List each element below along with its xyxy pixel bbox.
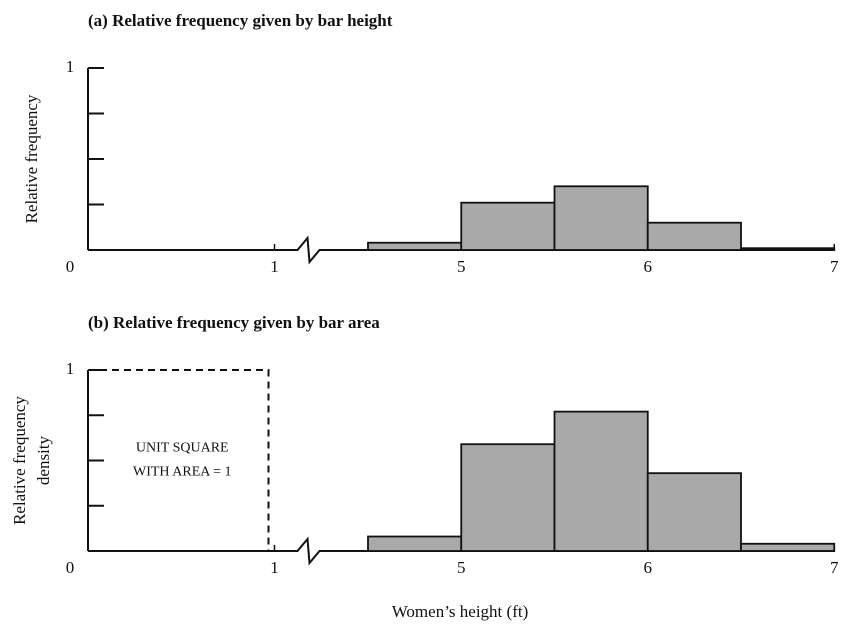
bar	[553, 185, 649, 251]
x-tick-label: 0	[66, 558, 75, 577]
y-tick-label: 1	[66, 57, 75, 76]
x-tick-label: 5	[457, 558, 466, 577]
x-tick-label: 5	[457, 257, 466, 276]
x-tick-label: 6	[644, 558, 653, 577]
bar	[460, 201, 556, 251]
unit-square	[88, 369, 270, 551]
unit-square-label: UNIT SQUARE	[136, 441, 229, 456]
bar	[740, 247, 836, 251]
x-tick-label: 1	[270, 257, 279, 276]
bar	[553, 410, 649, 552]
panel-title: (b) Relative frequency given by bar area	[88, 313, 380, 332]
bar	[367, 241, 463, 251]
y-tick-label: 1	[66, 359, 75, 378]
unit-square-label: WITH AREA = 1	[133, 465, 232, 480]
bar	[646, 472, 742, 552]
x-tick-label: 6	[644, 257, 653, 276]
x-tick-label: 7	[830, 257, 839, 276]
y-axis-label: density	[34, 435, 53, 485]
x-tick-label: 1	[270, 558, 279, 577]
x-tick-label: 7	[830, 558, 839, 577]
bar	[367, 535, 463, 552]
x-axis-label: Women’s height (ft)	[392, 602, 529, 621]
y-axis-label: Relative frequency	[22, 94, 41, 223]
bar	[460, 443, 556, 552]
x-tick-label: 0	[66, 257, 75, 276]
bar	[740, 542, 836, 552]
panel-title: (a) Relative frequency given by bar heig…	[88, 11, 393, 30]
y-axis-label: Relative frequency	[10, 396, 29, 525]
bar	[646, 221, 742, 251]
